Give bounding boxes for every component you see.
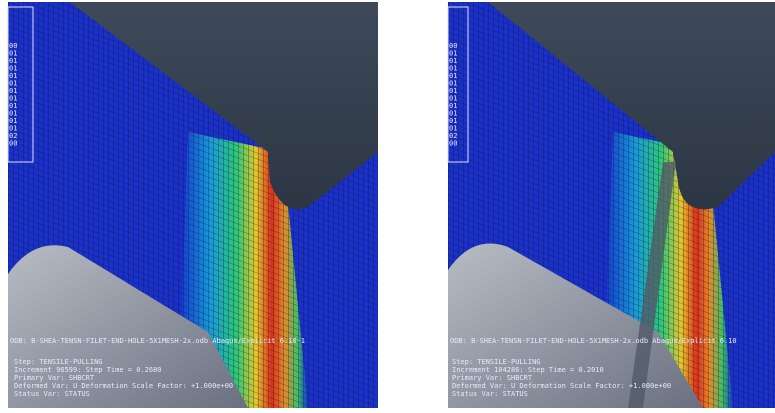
primary-var: Primary Var: SHBCRT [452, 374, 533, 382]
status-var: Status Var: STATUS [14, 390, 90, 398]
increment: Increment 104286: Step Time = 0.2010 [452, 366, 604, 374]
legend-label: 00 [9, 140, 17, 148]
step: Step: TENSILE-PULLING [14, 358, 103, 366]
increment: Increment 96599: Step Time = 0.2680 [14, 366, 162, 374]
screenshot: 0001010101010101010101010200ODB: B-SHEA-… [0, 0, 775, 409]
odb-text: ODB: B-SHEA-TENSN-FILET-END-HOLE-5X1MESH… [10, 337, 305, 345]
odb-text: ODB: B-SHEA-TENSN-FILET-END-HOLE-5X1MESH… [450, 337, 737, 345]
primary-var: Primary Var: SHBCRT [14, 374, 95, 382]
status-var: Status Var: STATUS [452, 390, 528, 398]
legend-label: 00 [449, 140, 457, 148]
deformed-var: Deformed Var: U Deformation Scale Factor… [14, 382, 233, 390]
step: Step: TENSILE-PULLING [452, 358, 541, 366]
deformed-var: Deformed Var: U Deformation Scale Factor… [452, 382, 671, 390]
